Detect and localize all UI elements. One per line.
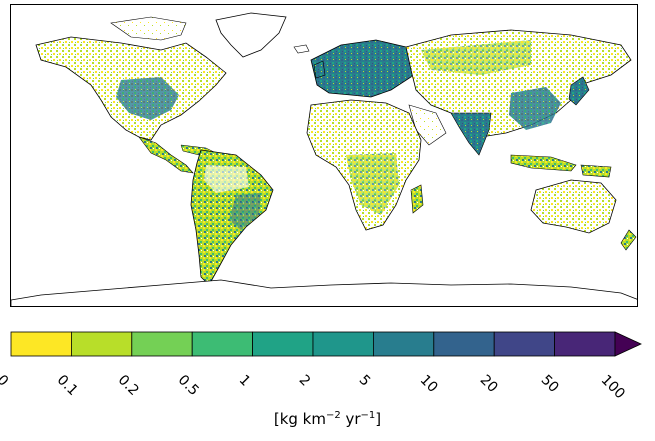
colorbar-tick-label: 5 bbox=[356, 372, 374, 390]
colorbar-tick-label: 0.2 bbox=[114, 372, 142, 400]
south-asia-landmass bbox=[450, 112, 492, 156]
central-america-landmass bbox=[138, 136, 194, 174]
colorbar-units-label: [kg km−2 yr−1] bbox=[0, 410, 655, 428]
world-map-svg bbox=[11, 12, 637, 306]
colorbar-bin-4 bbox=[252, 331, 314, 357]
colorbar-tick-label: 1 bbox=[235, 372, 253, 390]
new-guinea-landmass bbox=[580, 164, 612, 178]
colorbar-bin-7 bbox=[433, 331, 495, 357]
arctic-islands bbox=[110, 16, 187, 41]
colorbar-bin-3 bbox=[191, 331, 253, 357]
units-exponent-yr: −1 bbox=[360, 410, 376, 421]
colorbar-tick-label: 0.5 bbox=[174, 372, 202, 400]
units-text-bracket: ] bbox=[375, 410, 382, 428]
world-map bbox=[10, 4, 638, 307]
colorbar-tick-label: 0.1 bbox=[54, 372, 82, 400]
europe-landmass bbox=[310, 39, 422, 98]
russia-mixed bbox=[421, 40, 531, 75]
units-exponent-km: −2 bbox=[325, 410, 341, 421]
australia-landmass bbox=[530, 179, 617, 234]
colorbar bbox=[10, 331, 642, 357]
colorbar-bin-8 bbox=[493, 331, 556, 357]
japan-landmass bbox=[568, 76, 590, 106]
colorbar-bin-9 bbox=[554, 331, 616, 357]
uk-landmass bbox=[313, 60, 326, 79]
iceland-landmass bbox=[293, 44, 310, 54]
africa-central-mixed bbox=[346, 153, 399, 215]
south-america-east-dense bbox=[229, 193, 261, 230]
greenland-landmass bbox=[215, 12, 287, 58]
colorbar-tick-label: 0 bbox=[0, 372, 12, 390]
colorbar-bin-1 bbox=[71, 331, 133, 357]
colorbar-tick-label: 100 bbox=[597, 372, 628, 403]
colorbar-extend-arrow bbox=[614, 331, 642, 357]
indonesia-islands bbox=[510, 154, 577, 172]
colorbar-tick-label: 2 bbox=[295, 372, 314, 390]
colorbar-bin-0 bbox=[10, 331, 72, 357]
colorbar-tick-label: 50 bbox=[537, 372, 562, 396]
colorbar-tick-label: 10 bbox=[416, 372, 441, 396]
usa-dense-region bbox=[116, 77, 179, 120]
units-text-yr: yr bbox=[340, 410, 361, 428]
east-asia-dense bbox=[509, 87, 561, 130]
colorbar-bin-5 bbox=[312, 331, 374, 357]
new-zealand-landmass bbox=[620, 229, 637, 251]
amazon-sparse bbox=[204, 165, 249, 193]
units-text-kg-km: [kg km bbox=[273, 410, 326, 428]
colorbar-bin-2 bbox=[131, 331, 193, 357]
madagascar-landmass bbox=[410, 184, 424, 214]
colorbar-bin-6 bbox=[372, 331, 435, 357]
colorbar-tick-label: 20 bbox=[476, 372, 501, 396]
antarctica-landmass bbox=[11, 279, 637, 306]
